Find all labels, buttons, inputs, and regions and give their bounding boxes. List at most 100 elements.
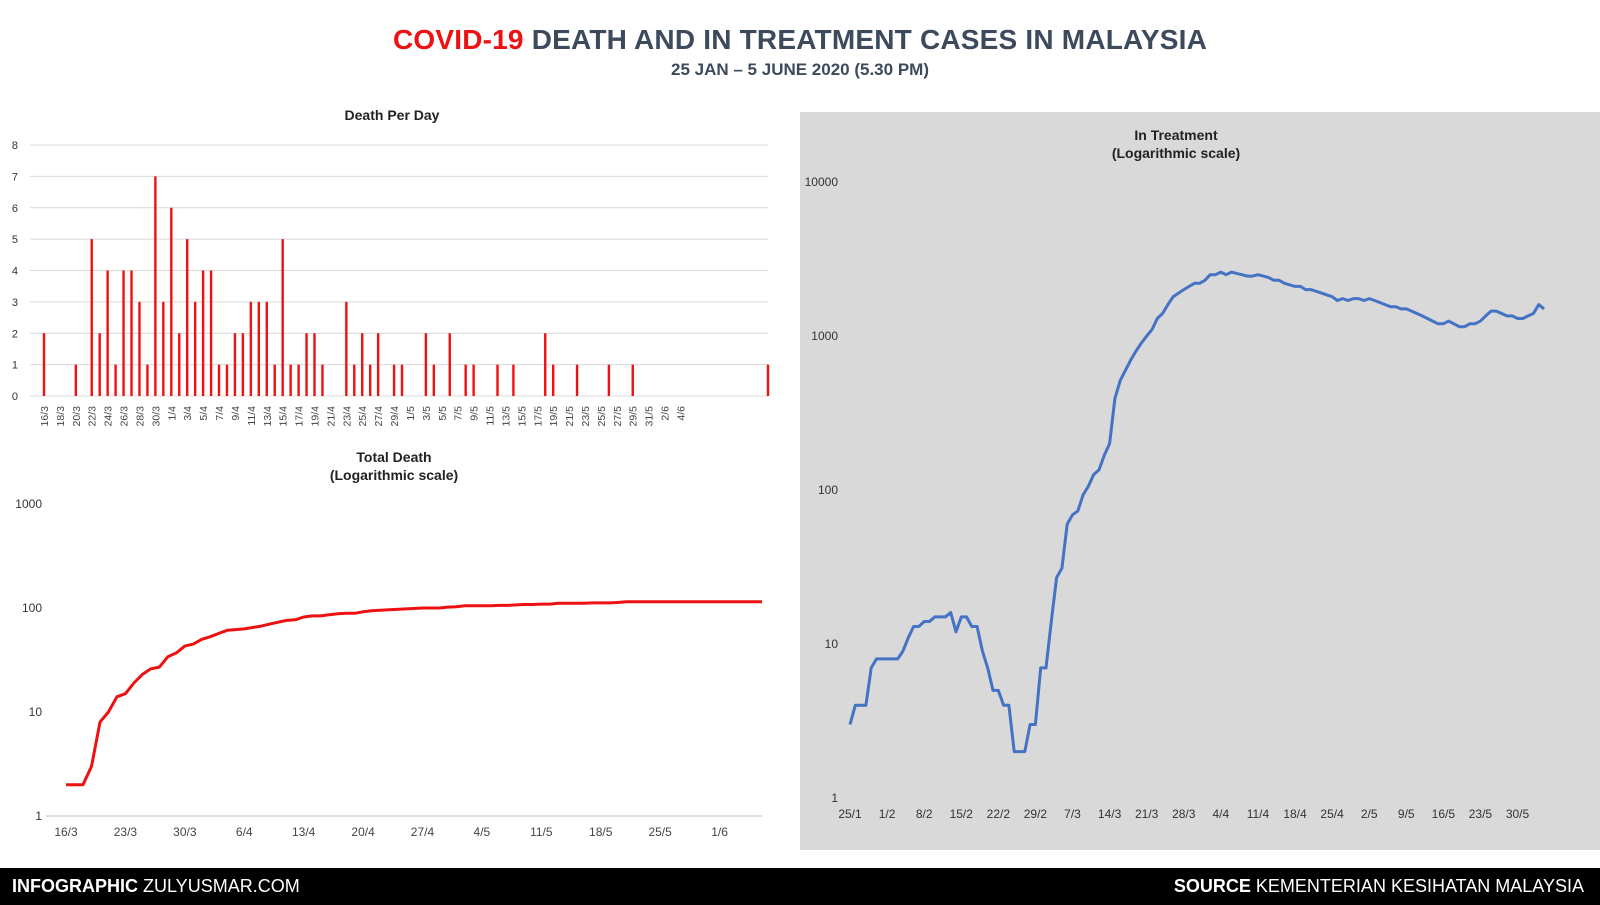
chart-title: Death Per Day [345, 107, 440, 123]
y-tick-label: 8 [12, 140, 18, 152]
footer-credit-text: ZULYUSMAR.COM [143, 876, 300, 896]
x-tick-label: 31/5 [644, 406, 656, 427]
x-tick-label: 1/6 [711, 825, 728, 839]
x-tick-label: 25/5 [648, 825, 672, 839]
x-tick-label: 22/3 [87, 406, 99, 427]
death-bar [114, 364, 117, 396]
page-header: COVID-19 DEATH AND IN TREATMENT CASES IN… [0, 24, 1600, 80]
x-tick-label: 2/6 [660, 406, 672, 421]
in-treatment-chart: In Treatment (Logarithmic scale) 1 10 100 100… [805, 127, 1545, 821]
x-tick-label: 1/4 [166, 406, 178, 421]
footer-source-label: SOURCE [1173, 876, 1251, 896]
x-tick-label: 19/4 [310, 406, 322, 427]
x-tick-label: 11/4 [1247, 807, 1270, 821]
total-death-line [66, 600, 762, 787]
x-tick-label: 25/1 [838, 807, 862, 821]
x-tick-label: 21/4 [325, 406, 337, 427]
x-tick-label: 1/2 [879, 807, 896, 821]
death-bar [305, 333, 308, 396]
death-per-day-chart: Death Per Day 0 1 2 3 4 5 6 7 8 16/3 18/3 20/3 22/3 24… [12, 107, 770, 427]
death-bar [512, 364, 515, 396]
footer-bar: INFOGRAPHIC ZULYUSMAR.COM SOURCE KEMENTE… [0, 868, 1600, 905]
x-tick-label: 29/5 [628, 406, 640, 427]
death-bar [162, 301, 165, 396]
total-death-panel: Total Death (Logarithmic scale) 1 10 100 1000… [0, 448, 790, 868]
footer-credit-label: INFOGRAPHIC [12, 876, 138, 896]
x-tick-label: 21/5 [564, 406, 576, 427]
x-tick-label: 13/4 [292, 825, 316, 839]
death-bar [209, 270, 213, 396]
death-bar [146, 364, 149, 396]
x-tick-label: 30/3 [150, 406, 162, 427]
chart-subtitle: (Logarithmic scale) [1112, 145, 1240, 161]
x-tick-label: 23/5 [1469, 807, 1493, 821]
death-bar [249, 301, 253, 396]
x-tick-label: 17/5 [532, 406, 544, 427]
x-tick-label: 4/4 [1212, 807, 1229, 821]
chart-title: In Treatment [1134, 127, 1218, 143]
x-tick-label: 16/5 [1432, 807, 1456, 821]
x-tick-label: 27/5 [612, 406, 624, 427]
death-bar [766, 364, 770, 396]
x-tick-label: 15/2 [950, 807, 974, 821]
x-tick-label: 13/5 [500, 406, 512, 427]
y-tick-label: 7 [12, 171, 18, 183]
death-bar [313, 333, 316, 396]
x-tick-label: 15/4 [278, 406, 290, 427]
death-bar [217, 364, 221, 396]
x-tick-label: 7/3 [1064, 807, 1081, 821]
x-tick-label: 27/4 [373, 406, 385, 427]
footer-source-text: KEMENTERIAN KESIHATAN MALAYSIA [1255, 876, 1584, 896]
title-rest: DEATH AND IN TREATMENT CASES IN MALAYSIA [531, 24, 1208, 55]
death-bar [138, 301, 141, 396]
death-bar [432, 364, 436, 396]
death-bar [448, 333, 451, 396]
death-bar [392, 364, 396, 396]
death-bar [631, 364, 634, 396]
death-bar [273, 364, 276, 396]
death-bar [42, 333, 46, 396]
x-tick-label: 24/3 [103, 406, 115, 427]
x-tick-label: 27/4 [411, 825, 435, 839]
x-tick-label: 11/4 [246, 406, 258, 426]
page-title: COVID-19 DEATH AND IN TREATMENT CASES IN… [0, 24, 1600, 56]
y-tick-label: 3 [12, 297, 18, 309]
x-tick-label: 18/3 [55, 406, 67, 427]
x-tick-label: 16/3 [39, 406, 51, 427]
x-tick-label: 3/5 [421, 406, 433, 421]
y-tick-label: 10 [825, 637, 839, 651]
x-tick-label: 13/4 [262, 406, 274, 427]
x-tick-label: 23/3 [114, 825, 138, 839]
death-bar [376, 333, 380, 396]
x-tick-label: 25/4 [357, 406, 369, 427]
x-tick-label: 29/2 [1024, 807, 1048, 821]
death-bar [281, 239, 284, 396]
death-bar [464, 364, 467, 396]
death-bar [193, 301, 197, 396]
death-bar [170, 207, 173, 396]
y-tick-label: 1 [35, 809, 42, 823]
death-bar [551, 364, 555, 396]
x-tick-label: 5/5 [437, 406, 449, 421]
x-tick-label: 25/4 [1320, 807, 1344, 821]
death-bar [130, 270, 133, 396]
death-bar [321, 364, 324, 396]
death-bar [154, 176, 157, 396]
death-bar [361, 333, 364, 396]
x-tick-label: 16/3 [54, 825, 78, 839]
footer-source: SOURCE KEMENTERIAN KESIHATAN MALAYSIA [1174, 876, 1584, 897]
death-bar [265, 301, 268, 396]
death-bar [345, 301, 348, 396]
in-treatment-line [848, 270, 1545, 754]
death-bar [607, 364, 611, 396]
death-bar [472, 364, 475, 396]
x-tick-label: 22/2 [987, 807, 1011, 821]
y-tick-label: 1000 [15, 497, 42, 511]
y-tick-label: 6 [12, 203, 18, 215]
y-tick-label: 100 [22, 601, 42, 615]
death-bar [544, 333, 547, 396]
page-subtitle: 25 JAN – 5 JUNE 2020 (5.30 PM) [671, 60, 929, 79]
x-tick-label: 15/5 [516, 406, 528, 427]
death-bar [575, 364, 579, 396]
x-tick-label: 7/4 [214, 406, 226, 421]
